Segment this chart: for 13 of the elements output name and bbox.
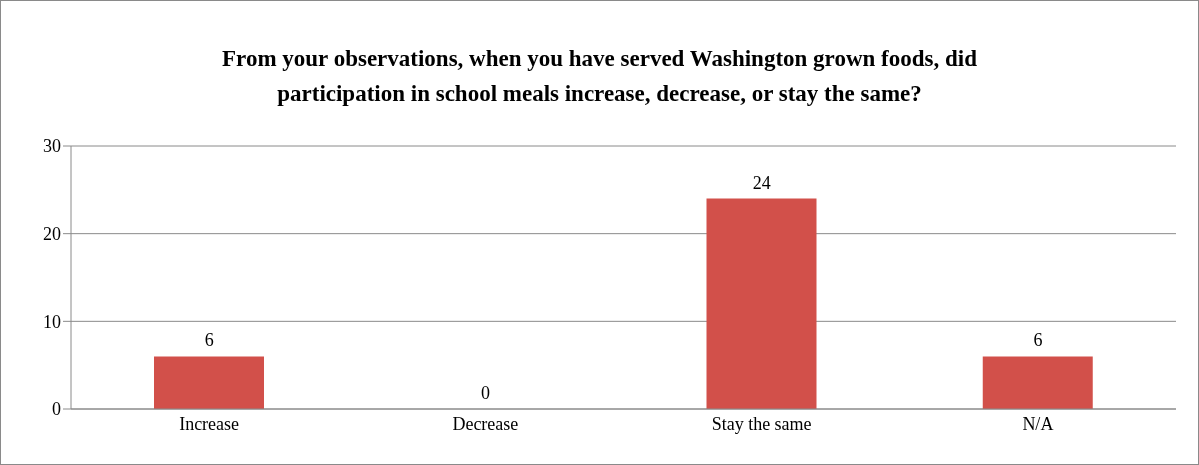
chart-title: From your observations, when you have served Washington grown foods, did participation in school meals increase, decrease, or stay the same?	[221, 45, 978, 108]
x-tick-label: Stay the same	[711, 413, 812, 434]
x-tick-label: Decrease	[452, 413, 519, 434]
data-label: 0	[480, 383, 490, 403]
data-label: 24	[752, 172, 771, 193]
x-tick-label: N/A	[1022, 413, 1054, 434]
y-tick-label: 0	[52, 399, 61, 420]
x-tick-label: Increase	[179, 413, 240, 434]
data-label: 6	[1033, 330, 1043, 351]
data-label: 6	[204, 330, 214, 351]
y-tick-label: 10	[43, 311, 61, 332]
y-tick-label: 30	[43, 136, 61, 157]
y-tick-label: 20	[43, 224, 61, 245]
